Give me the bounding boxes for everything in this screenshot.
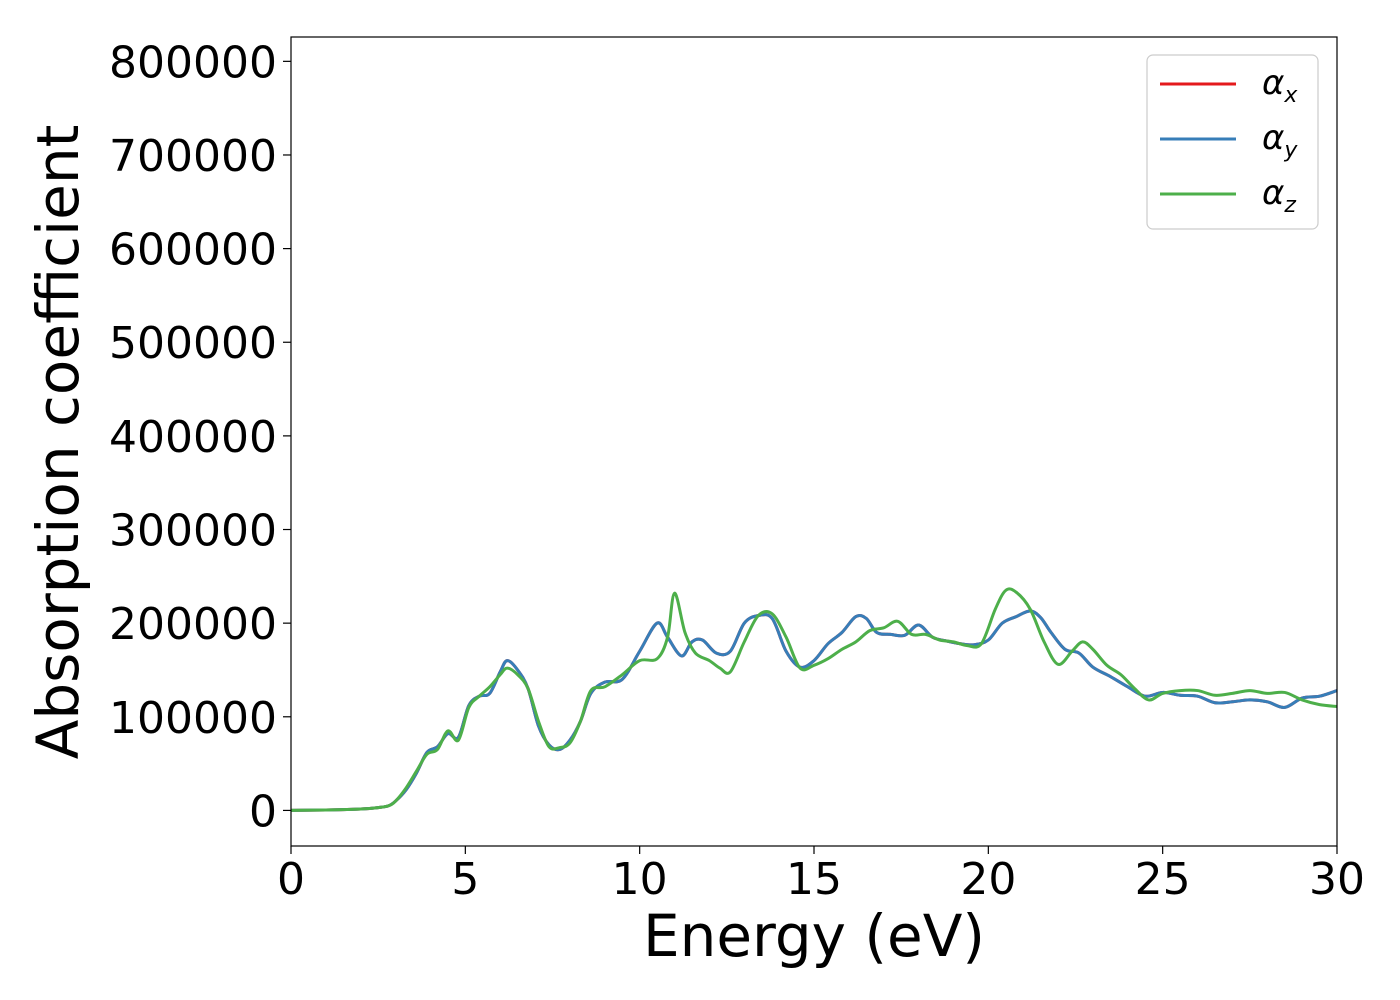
y-axis-label: Absorption coefficient	[24, 125, 92, 760]
legend-label-y: αy	[1262, 118, 1298, 163]
x-axis: 0 5 10 15 20 25 30	[277, 846, 1365, 905]
y-tick-label: 700000	[109, 131, 277, 182]
y-tick-label: 600000	[109, 225, 277, 276]
y-axis: 0 100000 200000 300000 400000 500000 600000 700…	[109, 37, 291, 837]
plot-area	[290, 36, 1338, 847]
legend-label-x: αx	[1262, 63, 1298, 108]
y-tick-label: 800000	[109, 37, 277, 88]
x-tick-label: 10	[612, 854, 668, 905]
legend-label-z: αz	[1262, 173, 1296, 218]
series-line-z	[291, 587, 1337, 812]
y-tick-label: 200000	[109, 599, 277, 650]
x-tick-label: 30	[1309, 854, 1365, 905]
x-tick-label: 20	[960, 854, 1016, 905]
legend-box	[1146, 54, 1319, 230]
series-layer	[291, 587, 1337, 812]
x-tick-label: 25	[1135, 854, 1191, 905]
y-tick-label: 400000	[109, 412, 277, 463]
x-tick-label: 0	[277, 854, 305, 905]
y-tick-label: 100000	[109, 693, 277, 744]
y-tick-label: 300000	[109, 506, 277, 557]
x-tick-label: 15	[786, 854, 842, 905]
legend: αx αy αz	[1146, 54, 1319, 230]
x-axis-label: Energy (eV)	[643, 902, 985, 970]
x-tick-label: 5	[451, 854, 479, 905]
y-tick-label: 500000	[109, 318, 277, 369]
y-tick-label: 0	[249, 786, 277, 837]
